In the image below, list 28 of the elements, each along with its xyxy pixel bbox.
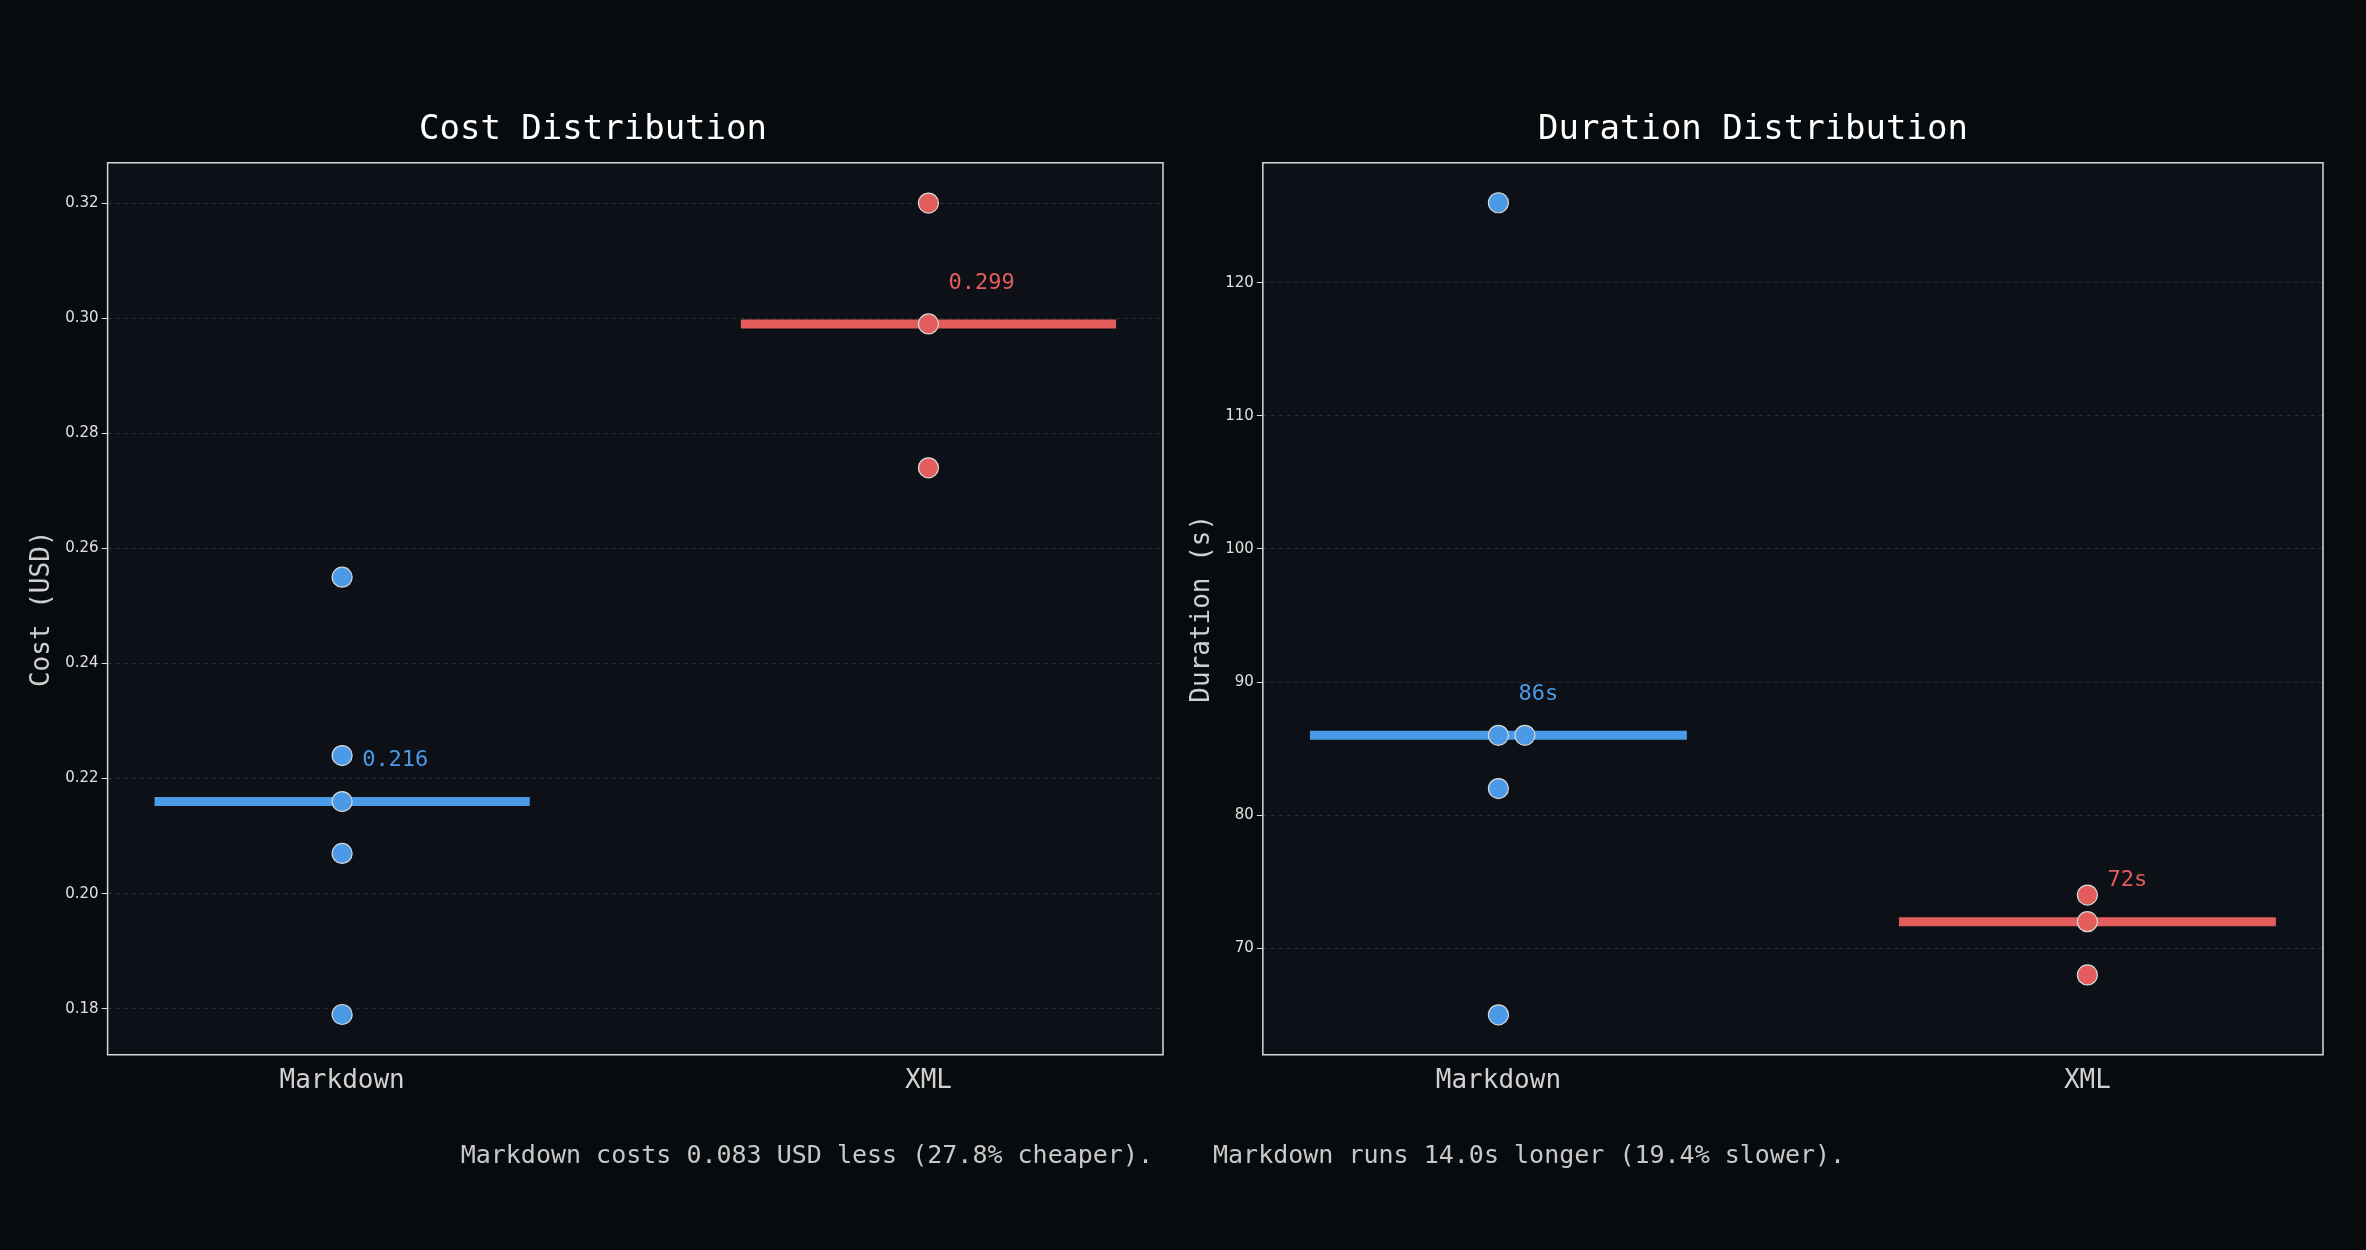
y-tick-label: 0.32 — [65, 192, 99, 211]
y-axis-title: Duration (s) — [1185, 514, 1216, 703]
x-tick-label: XML — [904, 1064, 952, 1095]
y-tick-label: 0.22 — [65, 768, 99, 787]
x-tick-label: Markdown — [1435, 1064, 1562, 1095]
x-tick-label: Markdown — [279, 1064, 405, 1095]
y-tick-label: 0.24 — [65, 653, 99, 672]
y-tick-label: 0.18 — [65, 998, 99, 1017]
y-tick-label: 0.30 — [65, 308, 99, 327]
text: Markdown runs 14.0s longer (19.4% slower). — [1212, 1140, 1847, 1169]
y-tick-label: 80 — [1234, 805, 1254, 824]
y-axis-title: Cost (USD) — [25, 530, 56, 688]
y-tick-label: 70 — [1234, 938, 1254, 957]
ref-line-label: 72s — [2107, 866, 2148, 892]
y-tick-label: 0.20 — [65, 883, 99, 902]
y-tick-label: 110 — [1225, 405, 1254, 424]
text: Markdown costs 0.083 USD less (27.8% cheaper). — [459, 1140, 1154, 1169]
y-tick-label: 120 — [1225, 272, 1254, 291]
y-tick-label: 90 — [1234, 671, 1254, 690]
ref-line-label: 0.299 — [948, 268, 1015, 294]
ref-line-label: 0.216 — [362, 746, 429, 772]
chart-title: Cost Distribution — [419, 107, 767, 148]
y-tick-label: 0.26 — [65, 538, 99, 557]
y-tick-label: 0.28 — [65, 423, 99, 442]
x-tick-label: XML — [2063, 1064, 2111, 1095]
chart-title: Duration Distribution — [1538, 107, 1968, 148]
ref-line-label: 86s — [1518, 680, 1559, 705]
y-tick-label: 100 — [1225, 538, 1254, 557]
